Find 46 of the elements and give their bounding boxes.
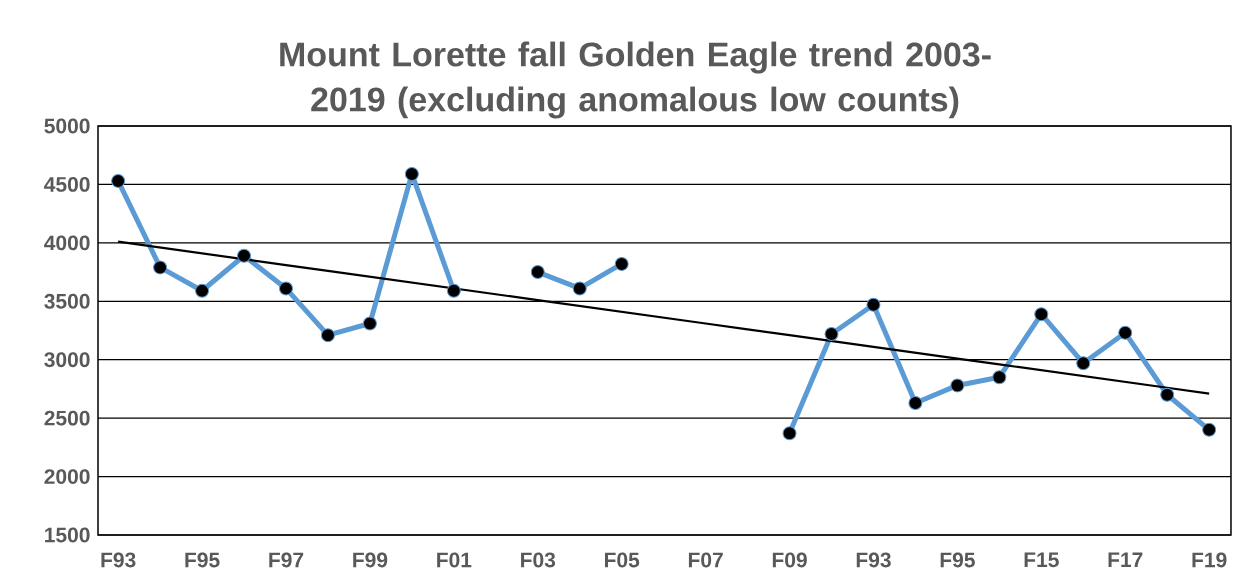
x-tick-label: F19 [1192,552,1227,568]
x-tick-label: F99 [353,552,388,568]
point [111,173,126,188]
point [362,316,377,331]
point [278,281,293,296]
point [530,265,545,280]
x-tick-label: F15 [1024,552,1059,568]
point [1160,387,1175,402]
point [1076,356,1091,371]
point [1034,307,1049,322]
x-tick-label: F93 [101,552,136,568]
x-tick-label: F95 [940,552,975,568]
point [1202,422,1217,437]
point [614,256,629,271]
chart-title: Mount Lorette fall Golden Eagle trend 2003-2019 (excluding anomalous low counts) [280,41,991,119]
y-tick-label: 3000 [44,352,90,368]
x-tick-label: F93 [856,552,891,568]
x-tick-label: F07 [688,552,723,568]
point [153,260,168,275]
point [572,281,587,296]
y-tick-label: 3500 [44,293,90,309]
point [404,166,419,181]
x-tick-label: F17 [1108,552,1143,567]
point [908,395,923,410]
y-tick-label: 4500 [44,176,90,192]
point [446,283,461,298]
x-tick-label: F95 [185,552,220,568]
x-tick-label: F03 [521,552,556,568]
point [782,426,797,441]
point [824,327,839,341]
y-tick-label: 5000 [44,118,90,134]
y-tick-label: 1500 [45,527,90,543]
x-tick-label: F05 [605,552,640,568]
point [950,378,965,393]
point [195,283,210,298]
point [992,370,1007,385]
y-tick-label: 2500 [44,410,90,426]
y-tick-label: 2000 [44,469,90,484]
y-tick-label: 4000 [44,235,90,251]
x-tick-label: F97 [269,552,304,568]
point [1118,325,1133,340]
point [237,248,252,263]
point [866,297,881,312]
point [320,328,335,343]
x-tick-label: F01 [437,552,472,568]
x-tick-label: F09 [772,552,807,568]
